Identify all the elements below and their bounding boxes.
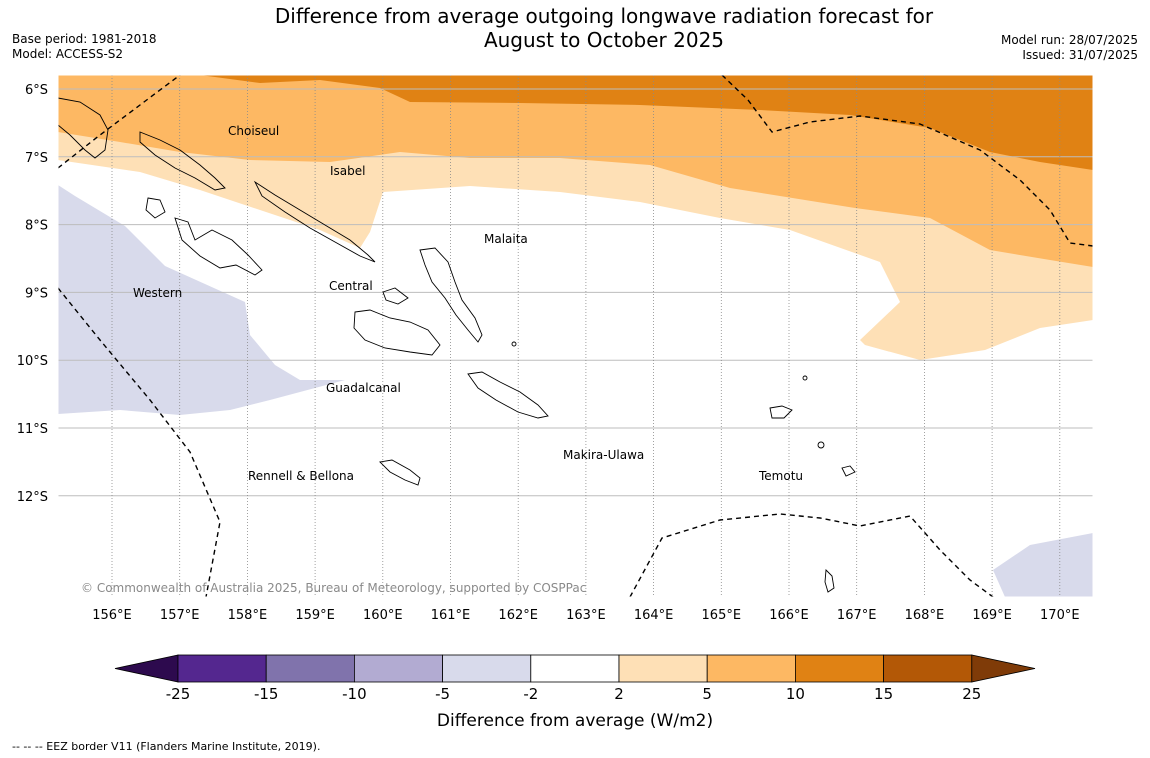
- eez-borders: [58, 75, 1093, 597]
- longitude-label: 162°E: [498, 608, 538, 623]
- title-line-1: Difference from average outgoing longwav…: [274, 4, 934, 28]
- region-label: Makira-Ulawa: [563, 448, 644, 462]
- longitude-labels: 156°E 157°E 158°E 159°E 160°E 161°E 162°E 163°E…: [92, 608, 1079, 623]
- title-line-2: August to October 2025: [483, 28, 725, 52]
- colorbar-tick-label: 15: [874, 685, 893, 703]
- longitude-label: 168°E: [905, 608, 945, 623]
- island-guadalcanal: [353, 309, 441, 356]
- longitude-label: 159°E: [295, 608, 335, 623]
- latitude-labels: 6°S 7°S 8°S 9°S 10°S 11°S 12°S: [17, 83, 48, 505]
- longitude-label: 157°E: [160, 608, 200, 623]
- anomaly-field: [58, 75, 1093, 597]
- colorbar-segment: [795, 654, 885, 683]
- map-title: Difference from average outgoing longwav…: [200, 4, 1008, 52]
- eez-line-north-east: [721, 75, 1093, 247]
- colorbar-tick-label: 2: [614, 685, 624, 703]
- colorbar-extend-min: [114, 654, 179, 683]
- longitude-label: 165°E: [702, 608, 742, 623]
- colorbar-segment: [706, 654, 796, 683]
- meta-right: Model run: 28/07/2025 Issued: 31/07/2025: [1001, 33, 1138, 63]
- colorbar-segment: [530, 654, 620, 683]
- colorbar-segment: [353, 654, 443, 683]
- colorbar-tick-label: 5: [702, 685, 712, 703]
- coastlines: [58, 97, 856, 593]
- meta-left: Base period: 1981-2018 Model: ACCESS-S2: [12, 32, 157, 62]
- latitude-label: 6°S: [25, 83, 48, 98]
- longitude-label: 169°E: [972, 608, 1012, 623]
- latitude-label: 7°S: [25, 151, 48, 166]
- island-vella: [145, 197, 166, 219]
- colorbar-tick-label: -2: [523, 685, 538, 703]
- copyright-text: © Commonwealth of Australia 2025, Bureau…: [81, 581, 586, 595]
- colorbar-tick-label: 25: [962, 685, 981, 703]
- longitude-label: 158°E: [228, 608, 268, 623]
- region-label: Rennell & Bellona: [248, 469, 354, 483]
- model-name: Model: ACCESS-S2: [12, 47, 124, 61]
- island-makira: [467, 371, 549, 419]
- eez-line-west: [58, 287, 221, 597]
- longitude-label: 161°E: [431, 608, 471, 623]
- colorbar: [114, 654, 1036, 683]
- anomaly-band-10-15: [58, 75, 1093, 170]
- colorbar-extend-max: [971, 654, 1036, 683]
- longitude-label: 160°E: [363, 608, 403, 623]
- anomaly-band-neg-west: [58, 185, 345, 415]
- anomaly-band-5-10: [58, 75, 1093, 267]
- region-label: Malaita: [484, 232, 528, 246]
- map-frame: [57, 74, 1094, 598]
- region-label: Isabel: [330, 164, 365, 178]
- longitude-label: 164°E: [634, 608, 674, 623]
- colorbar-tick-label: -5: [435, 685, 450, 703]
- colorbar-tick-label: -15: [254, 685, 279, 703]
- island-isabel: [253, 180, 376, 263]
- island-florida: [382, 287, 409, 305]
- latitude-label: 9°S: [25, 286, 48, 301]
- island-choiseul: [139, 131, 226, 191]
- region-label: Guadalcanal: [326, 381, 401, 395]
- island-duff: [802, 375, 808, 381]
- region-label: Temotu: [758, 469, 803, 483]
- island-ulawa: [511, 341, 517, 347]
- colorbar-tick-label: -25: [166, 685, 191, 703]
- model-run: Model run: 28/07/2025: [1000, 33, 1138, 47]
- graticule: [58, 75, 1093, 597]
- anomaly-band-neg-east: [993, 533, 1093, 597]
- longitude-label: 166°E: [769, 608, 809, 623]
- island-rennell: [379, 459, 421, 486]
- island-malaita: [419, 247, 483, 343]
- colorbar-segment: [618, 654, 708, 683]
- island-new-georgia: [174, 217, 263, 276]
- longitude-label: 170°E: [1040, 608, 1080, 623]
- region-label: Central: [329, 279, 373, 293]
- colorbar-ticks: -25 -15 -10 -5 -2 2 5 10 15 25: [166, 685, 982, 703]
- longitude-label: 163°E: [566, 608, 606, 623]
- eez-line-north-west: [58, 75, 181, 169]
- latitude-label: 12°S: [17, 490, 48, 505]
- region-label: Western: [133, 286, 182, 300]
- colorbar-label: Difference from average (W/m2): [437, 711, 713, 731]
- latitude-label: 10°S: [17, 354, 48, 369]
- latitude-label: 8°S: [25, 219, 48, 234]
- latitude-label: 11°S: [17, 422, 48, 437]
- region-labels: Choiseul Isabel Malaita Central Western …: [133, 124, 803, 483]
- colorbar-segment: [177, 654, 267, 683]
- longitude-label: 167°E: [837, 608, 877, 623]
- region-label: Choiseul: [228, 124, 279, 138]
- island-tikopia: [817, 441, 825, 449]
- base-period: Base period: 1981-2018: [12, 32, 157, 46]
- colorbar-segment: [265, 654, 355, 683]
- island-vanikoro: [841, 465, 856, 477]
- issued-date: Issued: 31/07/2025: [1022, 48, 1138, 62]
- colorbar-tick-label: 10: [786, 685, 805, 703]
- island-santa-cruz: [769, 405, 793, 419]
- footnote: -- -- -- EEZ border V11 (Flanders Marine…: [12, 740, 321, 753]
- longitude-label: 156°E: [92, 608, 132, 623]
- colorbar-tick-label: -10: [342, 685, 367, 703]
- colorbar-segment: [883, 654, 973, 683]
- island-bougainville: [58, 97, 109, 159]
- colorbar-segment: [442, 654, 532, 683]
- island-anuta: [824, 568, 835, 593]
